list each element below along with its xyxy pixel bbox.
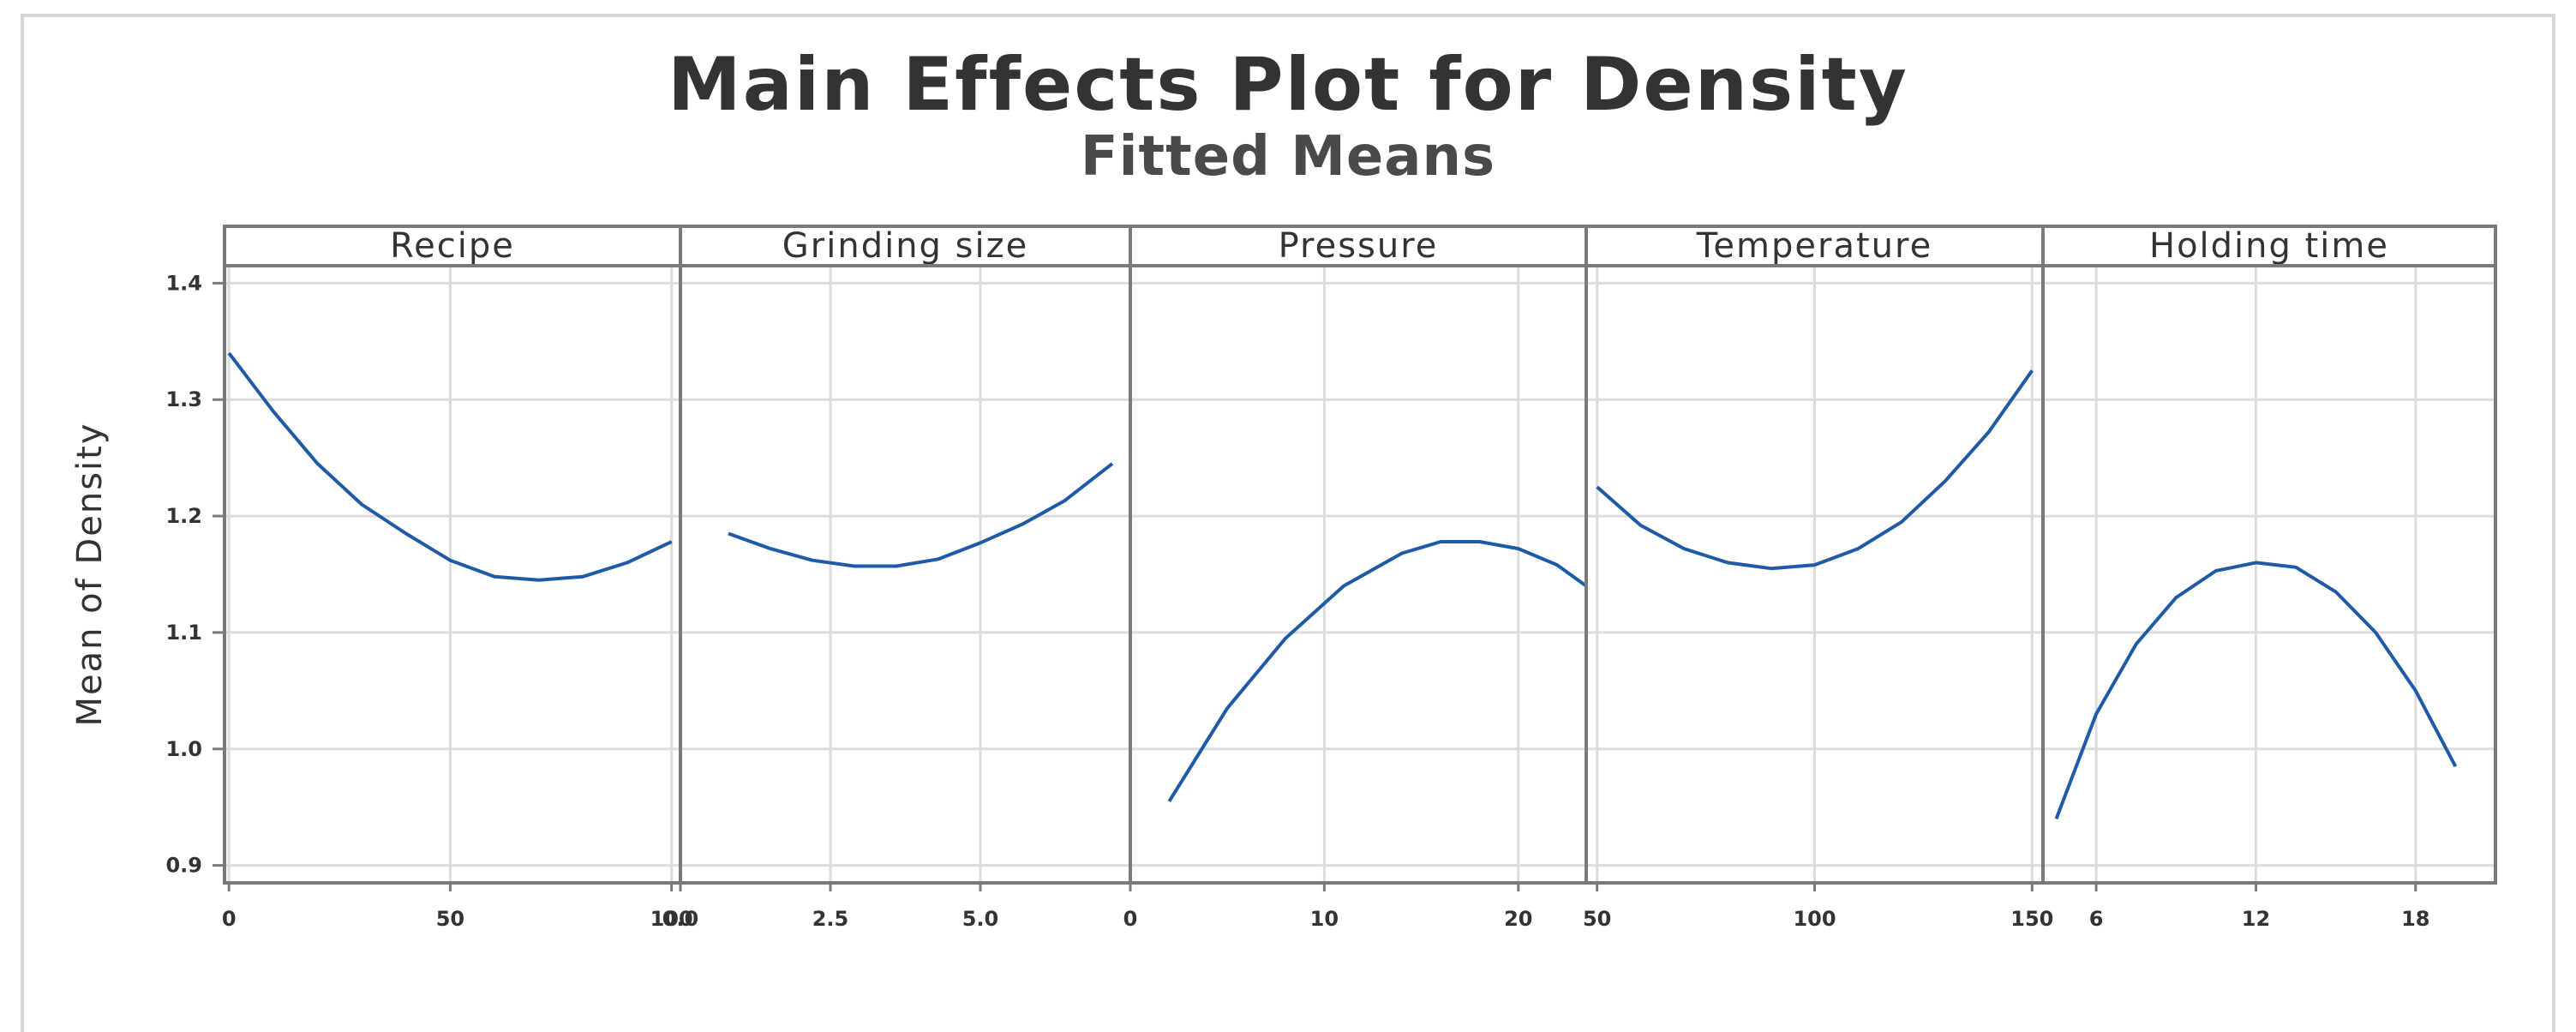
panel-border-recipe: [223, 264, 682, 885]
y-tick-label: 1.0: [165, 737, 202, 761]
panel-label-recipe: Recipe: [390, 226, 515, 266]
x-tick-label: 12: [2242, 907, 2270, 931]
x-tick-label: 100: [1793, 907, 1836, 931]
y-axis-label: Mean of Density: [70, 422, 110, 726]
x-tick-label: 6: [2089, 907, 2104, 931]
x-tick-label: 20: [1504, 907, 1532, 931]
panel-temperature: Temperature 50 100 150: [1583, 225, 2053, 931]
y-tick-label: 1.4: [165, 271, 202, 295]
y-tick-label: 1.2: [165, 504, 202, 528]
x-tick-label: 18: [2401, 907, 2429, 931]
series-line-recipe: [227, 351, 673, 582]
chart-title: Main Effects Plot for Density: [668, 42, 1908, 128]
panel-grinding-size: Grinding size 0.0 2.5 5.0: [662, 225, 1132, 931]
panel-header-temperature: [1585, 225, 2045, 267]
y-tick-label: 1.1: [165, 621, 202, 645]
panel-holding-time: Holding time 6 12 18: [2041, 225, 2497, 931]
x-tick-label: 50: [1583, 907, 1611, 931]
chart-frame: [21, 14, 2555, 1032]
panel-label-temperature: Temperature: [1696, 226, 1932, 266]
x-tick-label: 10: [1310, 907, 1339, 931]
series-line-temperature: [1596, 369, 2034, 571]
panel-recipe: Recipe 0 50 100: [222, 225, 693, 931]
panel-border-grinding-size: [679, 264, 1132, 885]
x-tick-label: 0: [1123, 907, 1138, 931]
x-tick-label: 0: [222, 907, 237, 931]
series-line-grinding-size: [728, 462, 1114, 568]
panel-pressure: Pressure 0 10 20: [1123, 225, 1588, 931]
x-tick-label: 100: [650, 907, 693, 931]
y-axis: 0.9 1.0 1.1 1.2 1.3 1.4 Mean of Density: [70, 271, 225, 878]
y-tick-label: 1.3: [165, 387, 202, 411]
panel-label-grinding-size: Grinding size: [782, 226, 1028, 266]
x-tick-label: 0.0: [662, 907, 699, 931]
x-tick-label: 50: [436, 907, 464, 931]
y-tick-label: 0.9: [165, 854, 202, 878]
panel-label-pressure: Pressure: [1279, 226, 1439, 266]
x-tick-label: 150: [2010, 907, 2053, 931]
series-line-holding-time: [2054, 561, 2458, 820]
x-tick-label: 2.5: [812, 907, 849, 931]
panel-border-holding-time: [2041, 264, 2497, 885]
x-tick-label: 5.0: [962, 907, 999, 931]
chart-subtitle: Fitted Means: [1080, 125, 1496, 189]
panel-label-holding-time: Holding time: [2149, 226, 2389, 266]
series-line-pressure: [1167, 540, 1588, 802]
